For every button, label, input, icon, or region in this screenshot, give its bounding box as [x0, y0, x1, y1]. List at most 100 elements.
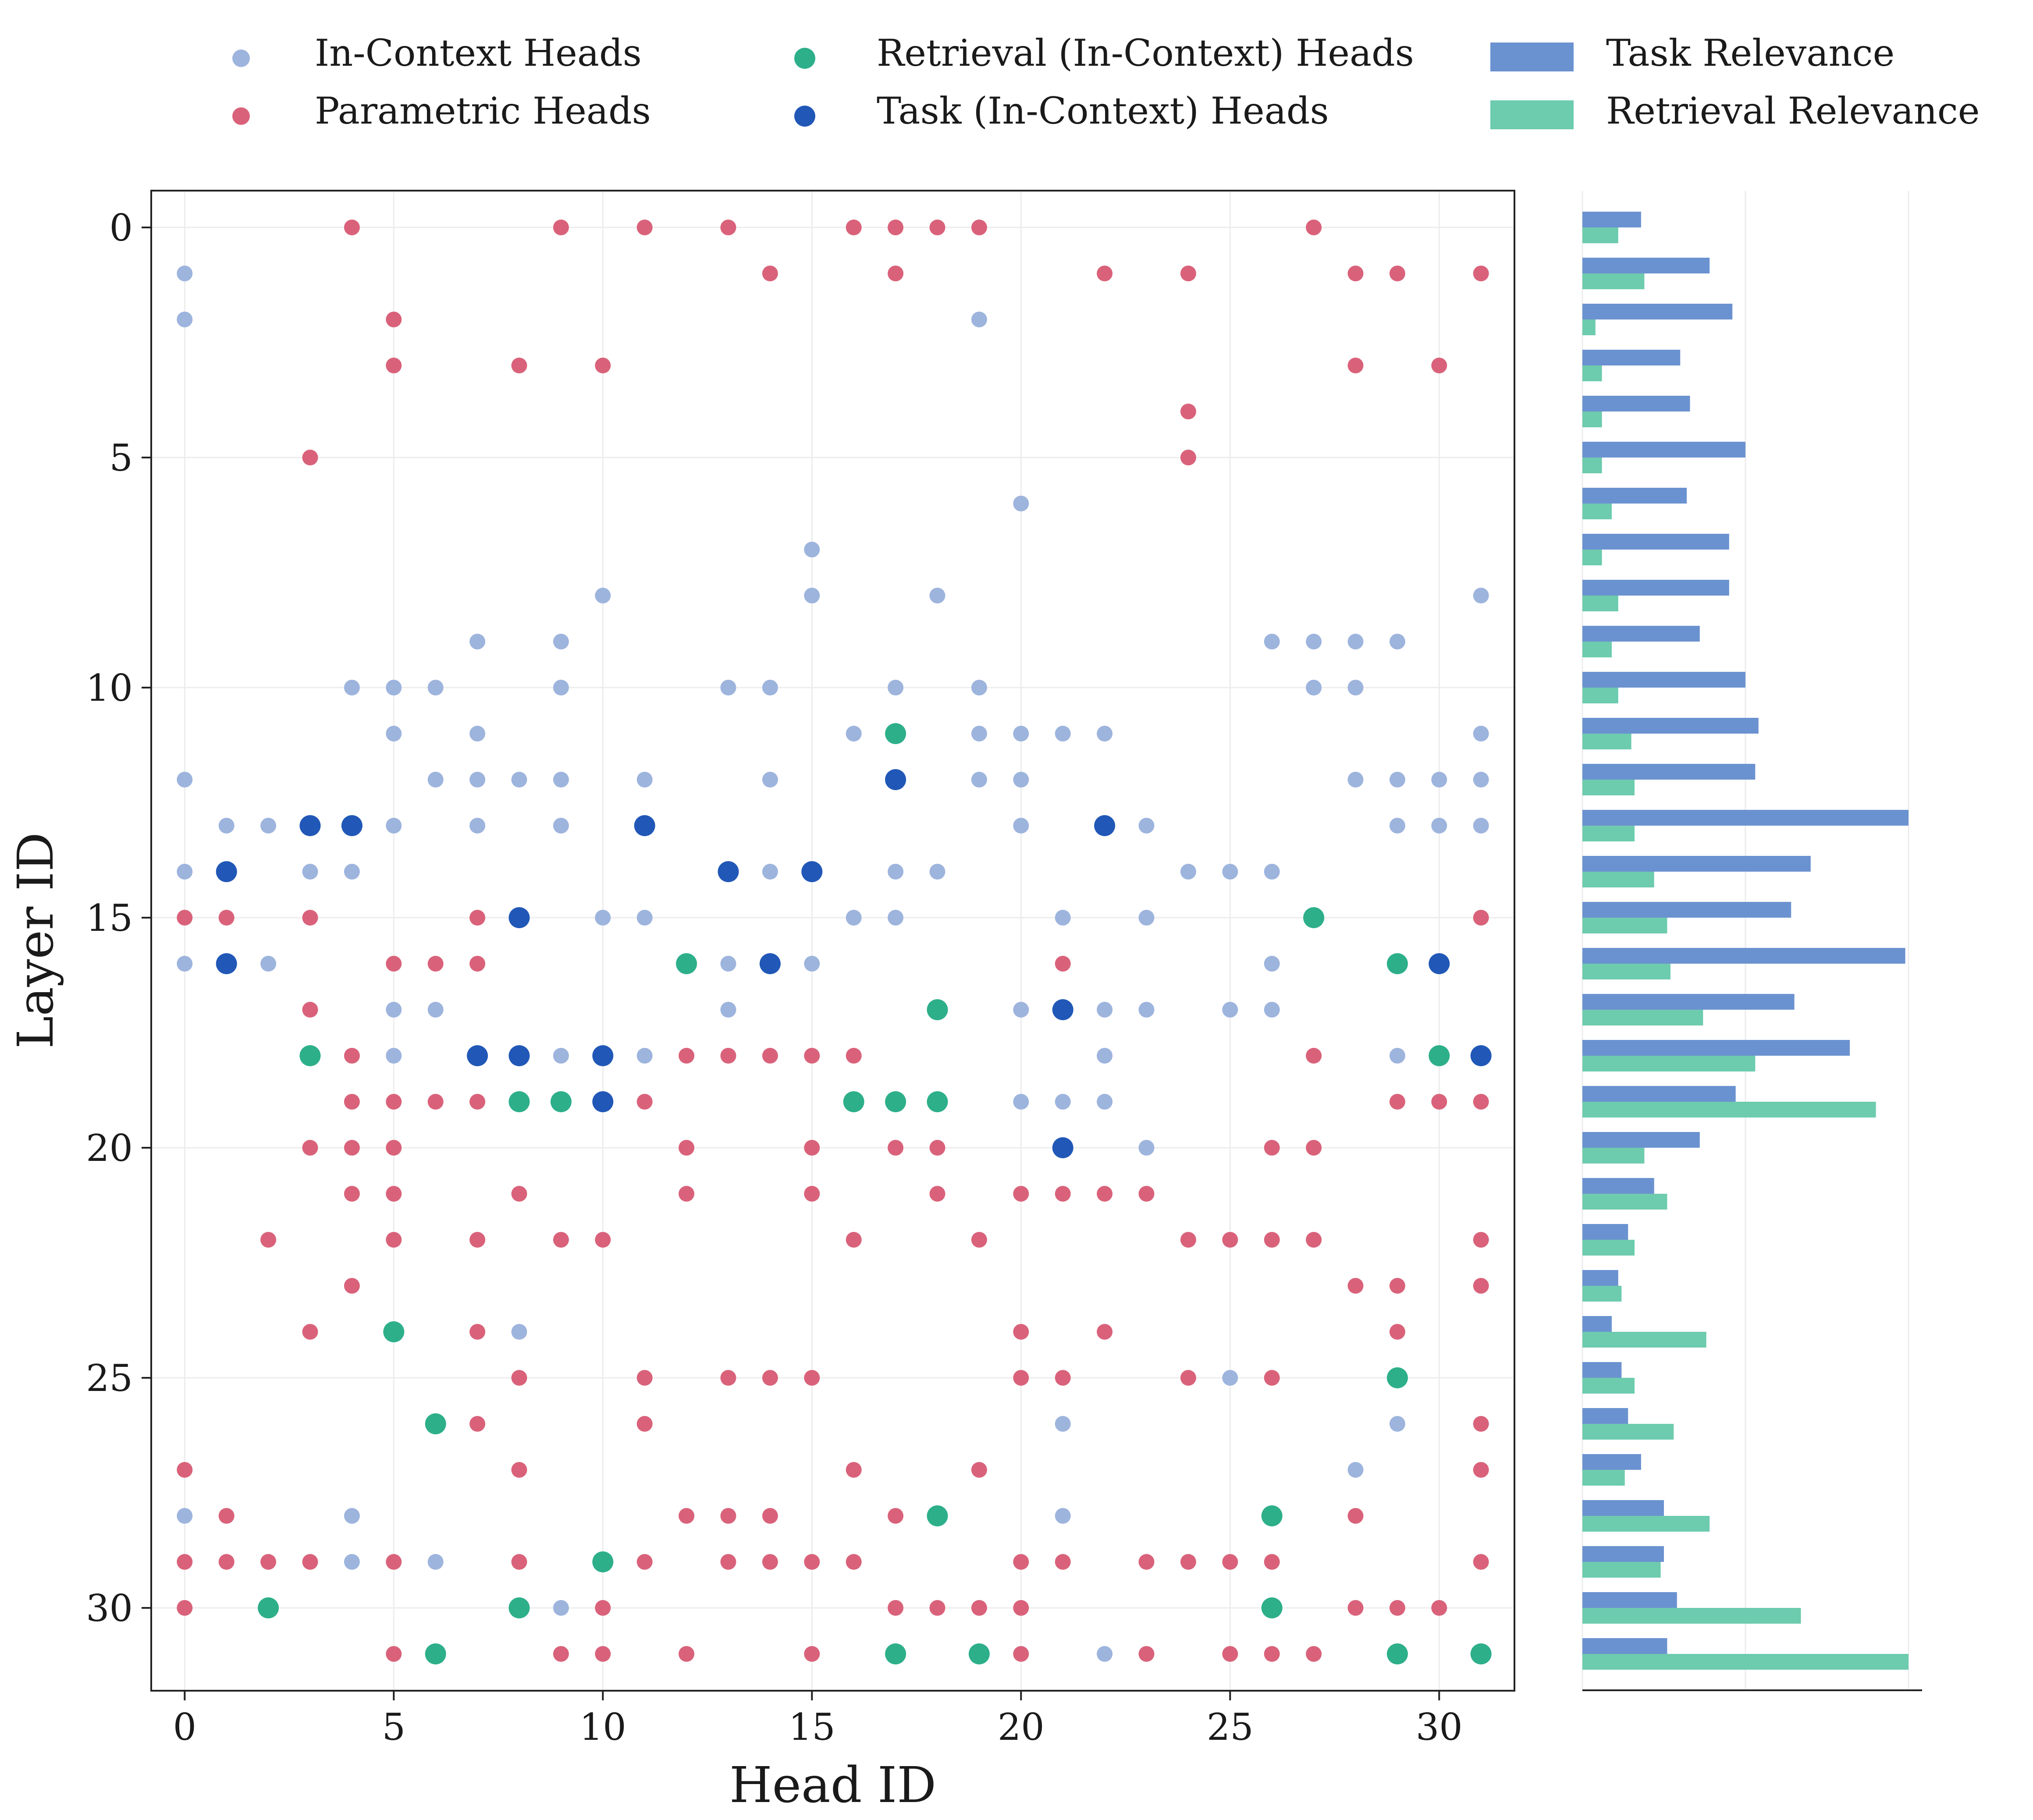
in-context-head-point — [1097, 1048, 1113, 1064]
legend-label-task-relevance: Task Relevance — [1606, 32, 1894, 75]
parametric-head-point — [804, 1048, 820, 1064]
parametric-head-point — [971, 220, 987, 235]
in-context-head-point — [1013, 1094, 1029, 1110]
legend-marker-task — [794, 106, 815, 127]
in-context-head-point — [469, 818, 486, 834]
in-context-head-point — [1097, 1646, 1113, 1662]
in-context-head-point — [762, 680, 778, 695]
in-context-head-point — [386, 1002, 402, 1018]
parametric-head-point — [344, 1278, 360, 1294]
task-relevance-bar — [1582, 1040, 1850, 1056]
x-tick-label: 0 — [173, 1706, 196, 1749]
in-context-head-point — [511, 772, 527, 788]
legend-label-in-context: In-Context Heads — [315, 32, 642, 75]
parametric-head-point — [344, 1048, 360, 1064]
in-context-head-point — [1013, 772, 1029, 788]
parametric-head-point — [1180, 1370, 1196, 1386]
task-head-point — [759, 953, 781, 974]
in-context-head-point — [1222, 864, 1238, 880]
parametric-head-point — [1473, 1278, 1489, 1294]
x-axis-ticks: 0 5 10 15 20 25 30 — [173, 1691, 1463, 1749]
parametric-head-point — [553, 1232, 569, 1248]
in-context-head-point — [386, 818, 402, 834]
in-context-head-point — [386, 1048, 402, 1064]
parametric-head-point — [386, 1646, 402, 1662]
in-context-head-point — [344, 864, 360, 880]
in-context-head-point — [1222, 1370, 1238, 1386]
retrieval-relevance-bar — [1582, 1516, 1710, 1532]
in-context-head-point — [1222, 1002, 1238, 1018]
parametric-head-point — [1055, 956, 1071, 972]
task-head-point — [801, 861, 823, 882]
task-relevance-bar — [1582, 626, 1700, 642]
in-context-head-point — [344, 680, 360, 695]
task-relevance-bar — [1582, 1224, 1628, 1240]
in-context-head-point — [469, 726, 486, 741]
legend-label-retrieval: Retrieval (In-Context) Heads — [877, 32, 1414, 75]
retrieval-relevance-bar — [1582, 1148, 1645, 1164]
task-relevance-bar — [1582, 580, 1729, 596]
parametric-head-point — [679, 1646, 695, 1662]
y-tick-label: 10 — [86, 667, 133, 710]
parametric-head-point — [1306, 220, 1322, 235]
legend-marker-parametric — [232, 107, 250, 125]
y-tick-label: 5 — [110, 436, 133, 479]
in-context-head-point — [1055, 1416, 1071, 1432]
parametric-head-point — [1138, 1554, 1155, 1570]
task-relevance-bar — [1582, 672, 1745, 688]
parametric-head-point — [636, 1416, 653, 1432]
parametric-head-point — [1389, 266, 1405, 281]
parametric-head-point — [469, 1232, 486, 1248]
task-relevance-bar — [1582, 1132, 1700, 1148]
parametric-head-point — [1013, 1370, 1029, 1386]
parametric-head-point — [1431, 1600, 1447, 1616]
task-head-point — [1470, 1045, 1492, 1066]
task-head-point — [299, 815, 321, 836]
parametric-head-point — [1055, 1186, 1071, 1202]
parametric-head-point — [971, 1232, 987, 1248]
task-relevance-bar — [1582, 442, 1745, 458]
task-head-point — [1429, 953, 1450, 974]
in-context-head-point — [1473, 818, 1489, 834]
in-context-head-point — [804, 956, 820, 972]
parametric-head-point — [929, 1140, 945, 1156]
parametric-head-point — [1389, 1324, 1405, 1340]
retrieval-head-point — [1470, 1643, 1492, 1664]
task-head-point — [508, 1045, 530, 1066]
scatter-points — [177, 220, 1492, 1664]
in-context-head-point — [302, 864, 318, 880]
parametric-head-point — [804, 1554, 820, 1570]
parametric-head-point — [1389, 1094, 1405, 1110]
scatter-panel: 0 5 10 15 20 25 30 0 5 10 15 20 25 30 Head ID Layer … — [7, 190, 1515, 1814]
in-context-head-point — [1264, 1002, 1280, 1018]
parametric-head-point — [804, 1646, 820, 1662]
parametric-head-point — [260, 1232, 277, 1248]
parametric-head-point — [1180, 1232, 1196, 1248]
relevance-bars — [1582, 212, 1909, 1670]
in-context-head-point — [1306, 634, 1322, 649]
retrieval-relevance-bar — [1582, 872, 1654, 887]
parametric-head-point — [469, 1416, 486, 1432]
parametric-head-point — [1431, 358, 1447, 373]
in-context-head-point — [846, 910, 862, 926]
parametric-head-point — [846, 1048, 862, 1064]
parametric-head-point — [636, 1554, 653, 1570]
parametric-head-point — [1264, 1554, 1280, 1570]
retrieval-relevance-bar — [1582, 1378, 1635, 1394]
task-head-point — [1052, 1137, 1073, 1158]
in-context-head-point — [1138, 910, 1155, 926]
parametric-head-point — [888, 220, 904, 235]
parametric-head-point — [595, 1646, 611, 1662]
in-context-head-point — [553, 680, 569, 695]
in-context-head-point — [177, 1508, 193, 1524]
y-tick-label: 0 — [110, 206, 133, 249]
in-context-head-point — [427, 1554, 444, 1570]
parametric-head-point — [1306, 1646, 1322, 1662]
retrieval-relevance-bar — [1582, 1332, 1706, 1348]
retrieval-relevance-bar — [1582, 365, 1602, 381]
in-context-head-point — [177, 772, 193, 788]
parametric-head-point — [929, 1600, 945, 1616]
retrieval-relevance-bar — [1582, 596, 1618, 611]
parametric-head-point — [302, 1324, 318, 1340]
in-context-head-point — [971, 772, 987, 788]
